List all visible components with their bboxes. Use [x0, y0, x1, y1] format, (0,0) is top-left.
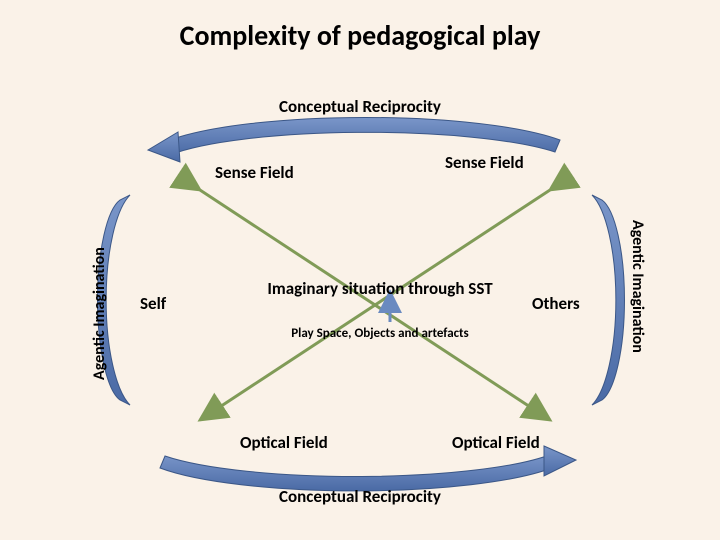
label-right-vertical: Agentic Imagination — [628, 220, 647, 353]
label-left-vertical: Agentic Imagination — [90, 247, 109, 380]
label-optical-right: Optical Field — [452, 432, 540, 453]
label-sense-right: Sense Field — [445, 152, 524, 173]
label-optical-left: Optical Field — [240, 432, 328, 453]
label-bottom: Conceptual Reciprocity — [0, 486, 720, 507]
right-arc — [592, 195, 624, 405]
label-sense-left: Sense Field — [215, 162, 294, 183]
label-top: Conceptual Reciprocity — [0, 96, 720, 117]
